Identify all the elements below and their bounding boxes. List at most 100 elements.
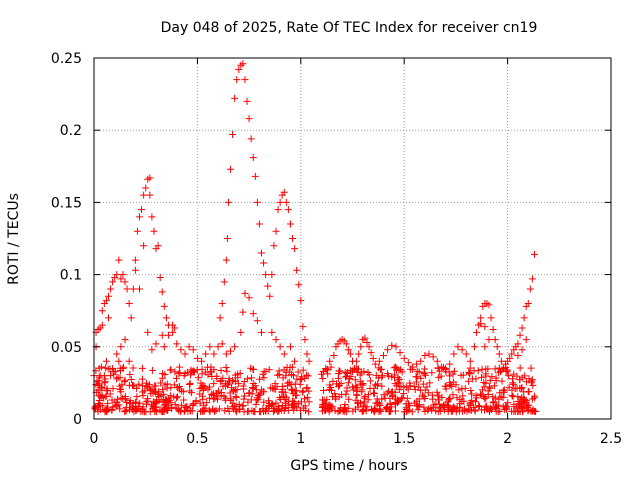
- data-point: [217, 377, 225, 385]
- data-point: [266, 384, 274, 392]
- data-point: [125, 299, 133, 307]
- data-point: [449, 378, 457, 386]
- data-point: [133, 393, 141, 401]
- data-point: [344, 404, 352, 412]
- data-point: [522, 378, 530, 386]
- data-point: [274, 206, 282, 214]
- data-point: [268, 271, 276, 279]
- data-point: [260, 388, 268, 396]
- data-point: [497, 357, 505, 365]
- data-point: [504, 399, 512, 407]
- data-point: [463, 407, 471, 415]
- data-point: [485, 301, 493, 309]
- data-point: [530, 250, 538, 258]
- data-point: [516, 364, 524, 372]
- data-point: [162, 314, 170, 322]
- data-point: [297, 398, 305, 406]
- data-point: [199, 395, 207, 403]
- data-point: [413, 373, 421, 381]
- data-point: [189, 402, 197, 410]
- data-point: [487, 314, 495, 322]
- data-point: [490, 382, 498, 390]
- data-point: [413, 397, 421, 405]
- data-point: [378, 395, 386, 403]
- data-point: [202, 350, 210, 358]
- data-point: [465, 377, 473, 385]
- data-point: [206, 343, 214, 351]
- data-point: [498, 366, 506, 374]
- data-point: [375, 364, 383, 372]
- data-point: [122, 403, 130, 411]
- data-point: [389, 388, 397, 396]
- data-point: [363, 338, 371, 346]
- data-point: [425, 405, 433, 413]
- data-point: [305, 408, 313, 416]
- data-point: [481, 395, 489, 403]
- data-point: [262, 271, 270, 279]
- data-point: [417, 374, 425, 382]
- data-point: [220, 278, 228, 286]
- data-point: [491, 365, 499, 373]
- data-point: [520, 314, 528, 322]
- data-point: [127, 314, 135, 322]
- data-point: [142, 398, 150, 406]
- data-point: [425, 350, 433, 358]
- data-point: [428, 391, 436, 399]
- data-point: [225, 407, 233, 415]
- data-point: [280, 392, 288, 400]
- data-point: [229, 399, 237, 407]
- data-point: [305, 357, 313, 365]
- data-point: [252, 386, 260, 394]
- data-point: [154, 242, 162, 250]
- data-point: [222, 382, 230, 390]
- data-point: [460, 397, 468, 405]
- data-point: [286, 363, 294, 371]
- data-point: [275, 370, 283, 378]
- data-point: [380, 391, 388, 399]
- data-point: [129, 364, 137, 372]
- data-point: [102, 357, 110, 365]
- data-point: [323, 366, 331, 374]
- data-point: [492, 394, 500, 402]
- data-point: [237, 328, 245, 336]
- data-point: [173, 340, 181, 348]
- axis-ticks: [93, 57, 612, 420]
- data-point: [358, 388, 366, 396]
- data-point: [293, 391, 301, 399]
- data-point: [296, 380, 304, 388]
- data-point: [157, 379, 165, 387]
- data-point: [123, 285, 131, 293]
- data-point: [129, 285, 137, 293]
- data-point: [514, 340, 522, 348]
- data-point: [187, 366, 195, 374]
- data-point: [303, 384, 311, 392]
- data-point: [275, 407, 283, 415]
- data-point: [492, 374, 500, 382]
- data-point: [268, 400, 276, 408]
- data-point: [181, 403, 189, 411]
- data-point: [370, 384, 378, 392]
- data-point: [101, 379, 109, 387]
- y-tick-label: 0.05: [51, 340, 82, 356]
- data-point: [148, 346, 156, 354]
- data-point: [290, 398, 298, 406]
- data-point: [152, 388, 160, 396]
- data-point: [380, 351, 388, 359]
- data-point: [430, 401, 438, 409]
- data-point: [291, 357, 299, 365]
- data-point: [325, 401, 333, 409]
- data-point: [286, 220, 294, 228]
- data-point: [198, 365, 206, 373]
- data-point: [487, 404, 495, 412]
- data-point: [426, 379, 434, 387]
- data-point: [138, 375, 146, 383]
- data-point: [383, 389, 391, 397]
- data-point: [348, 383, 356, 391]
- data-point: [359, 381, 367, 389]
- data-point: [414, 406, 422, 414]
- data-point: [222, 364, 230, 372]
- data-point: [299, 323, 307, 331]
- data-point: [421, 386, 429, 394]
- data-point: [408, 363, 416, 371]
- data-point: [317, 370, 325, 378]
